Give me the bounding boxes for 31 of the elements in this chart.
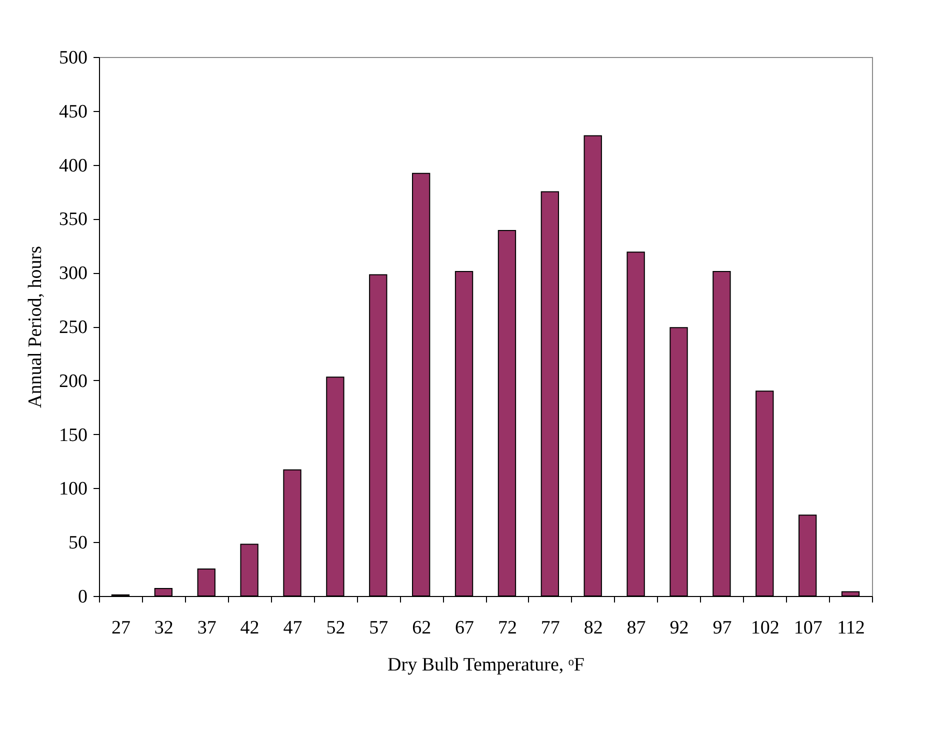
x-tick-label: 47 bbox=[283, 618, 302, 638]
x-tick-label: 57 bbox=[369, 618, 388, 638]
x-tick-label: 62 bbox=[412, 618, 432, 638]
y-tick-label: 100 bbox=[59, 478, 88, 500]
y-tick-label: 300 bbox=[59, 263, 88, 284]
x-tick-label: 37 bbox=[197, 618, 216, 638]
x-tick-label: 92 bbox=[670, 618, 689, 638]
x-tick-label: 97 bbox=[712, 618, 732, 638]
x-tick-label: 112 bbox=[837, 618, 865, 638]
x-tick-label: 52 bbox=[326, 618, 346, 638]
x-tick-label: 87 bbox=[626, 618, 646, 638]
y-axis-title: Annual Period, hours bbox=[25, 246, 46, 408]
x-tick-label: 27 bbox=[111, 618, 130, 638]
x-tick-label: 67 bbox=[455, 618, 474, 638]
y-tick-label: 500 bbox=[59, 48, 88, 68]
x-tick-label: 42 bbox=[240, 618, 260, 638]
y-tick-label: 450 bbox=[59, 101, 88, 122]
x-tick-label: 32 bbox=[154, 618, 174, 638]
y-tick-label: 250 bbox=[59, 317, 88, 338]
x-tick-label: 107 bbox=[794, 618, 822, 638]
y-tick-label: 200 bbox=[59, 370, 88, 392]
x-tick-label: 72 bbox=[498, 618, 517, 638]
x-tick-label: 77 bbox=[540, 618, 560, 638]
x-tick-label: 102 bbox=[750, 618, 780, 638]
y-tick-label: 50 bbox=[68, 532, 88, 554]
y-tick-label: 400 bbox=[59, 155, 88, 176]
y-tick-label: 0 bbox=[78, 586, 88, 608]
y-tick-label: 150 bbox=[59, 424, 88, 446]
x-axis-title: Dry Bulb Temperature, ᵒF bbox=[388, 654, 584, 676]
y-tick-label: 350 bbox=[59, 209, 88, 230]
x-tick-label: 82 bbox=[584, 618, 603, 638]
